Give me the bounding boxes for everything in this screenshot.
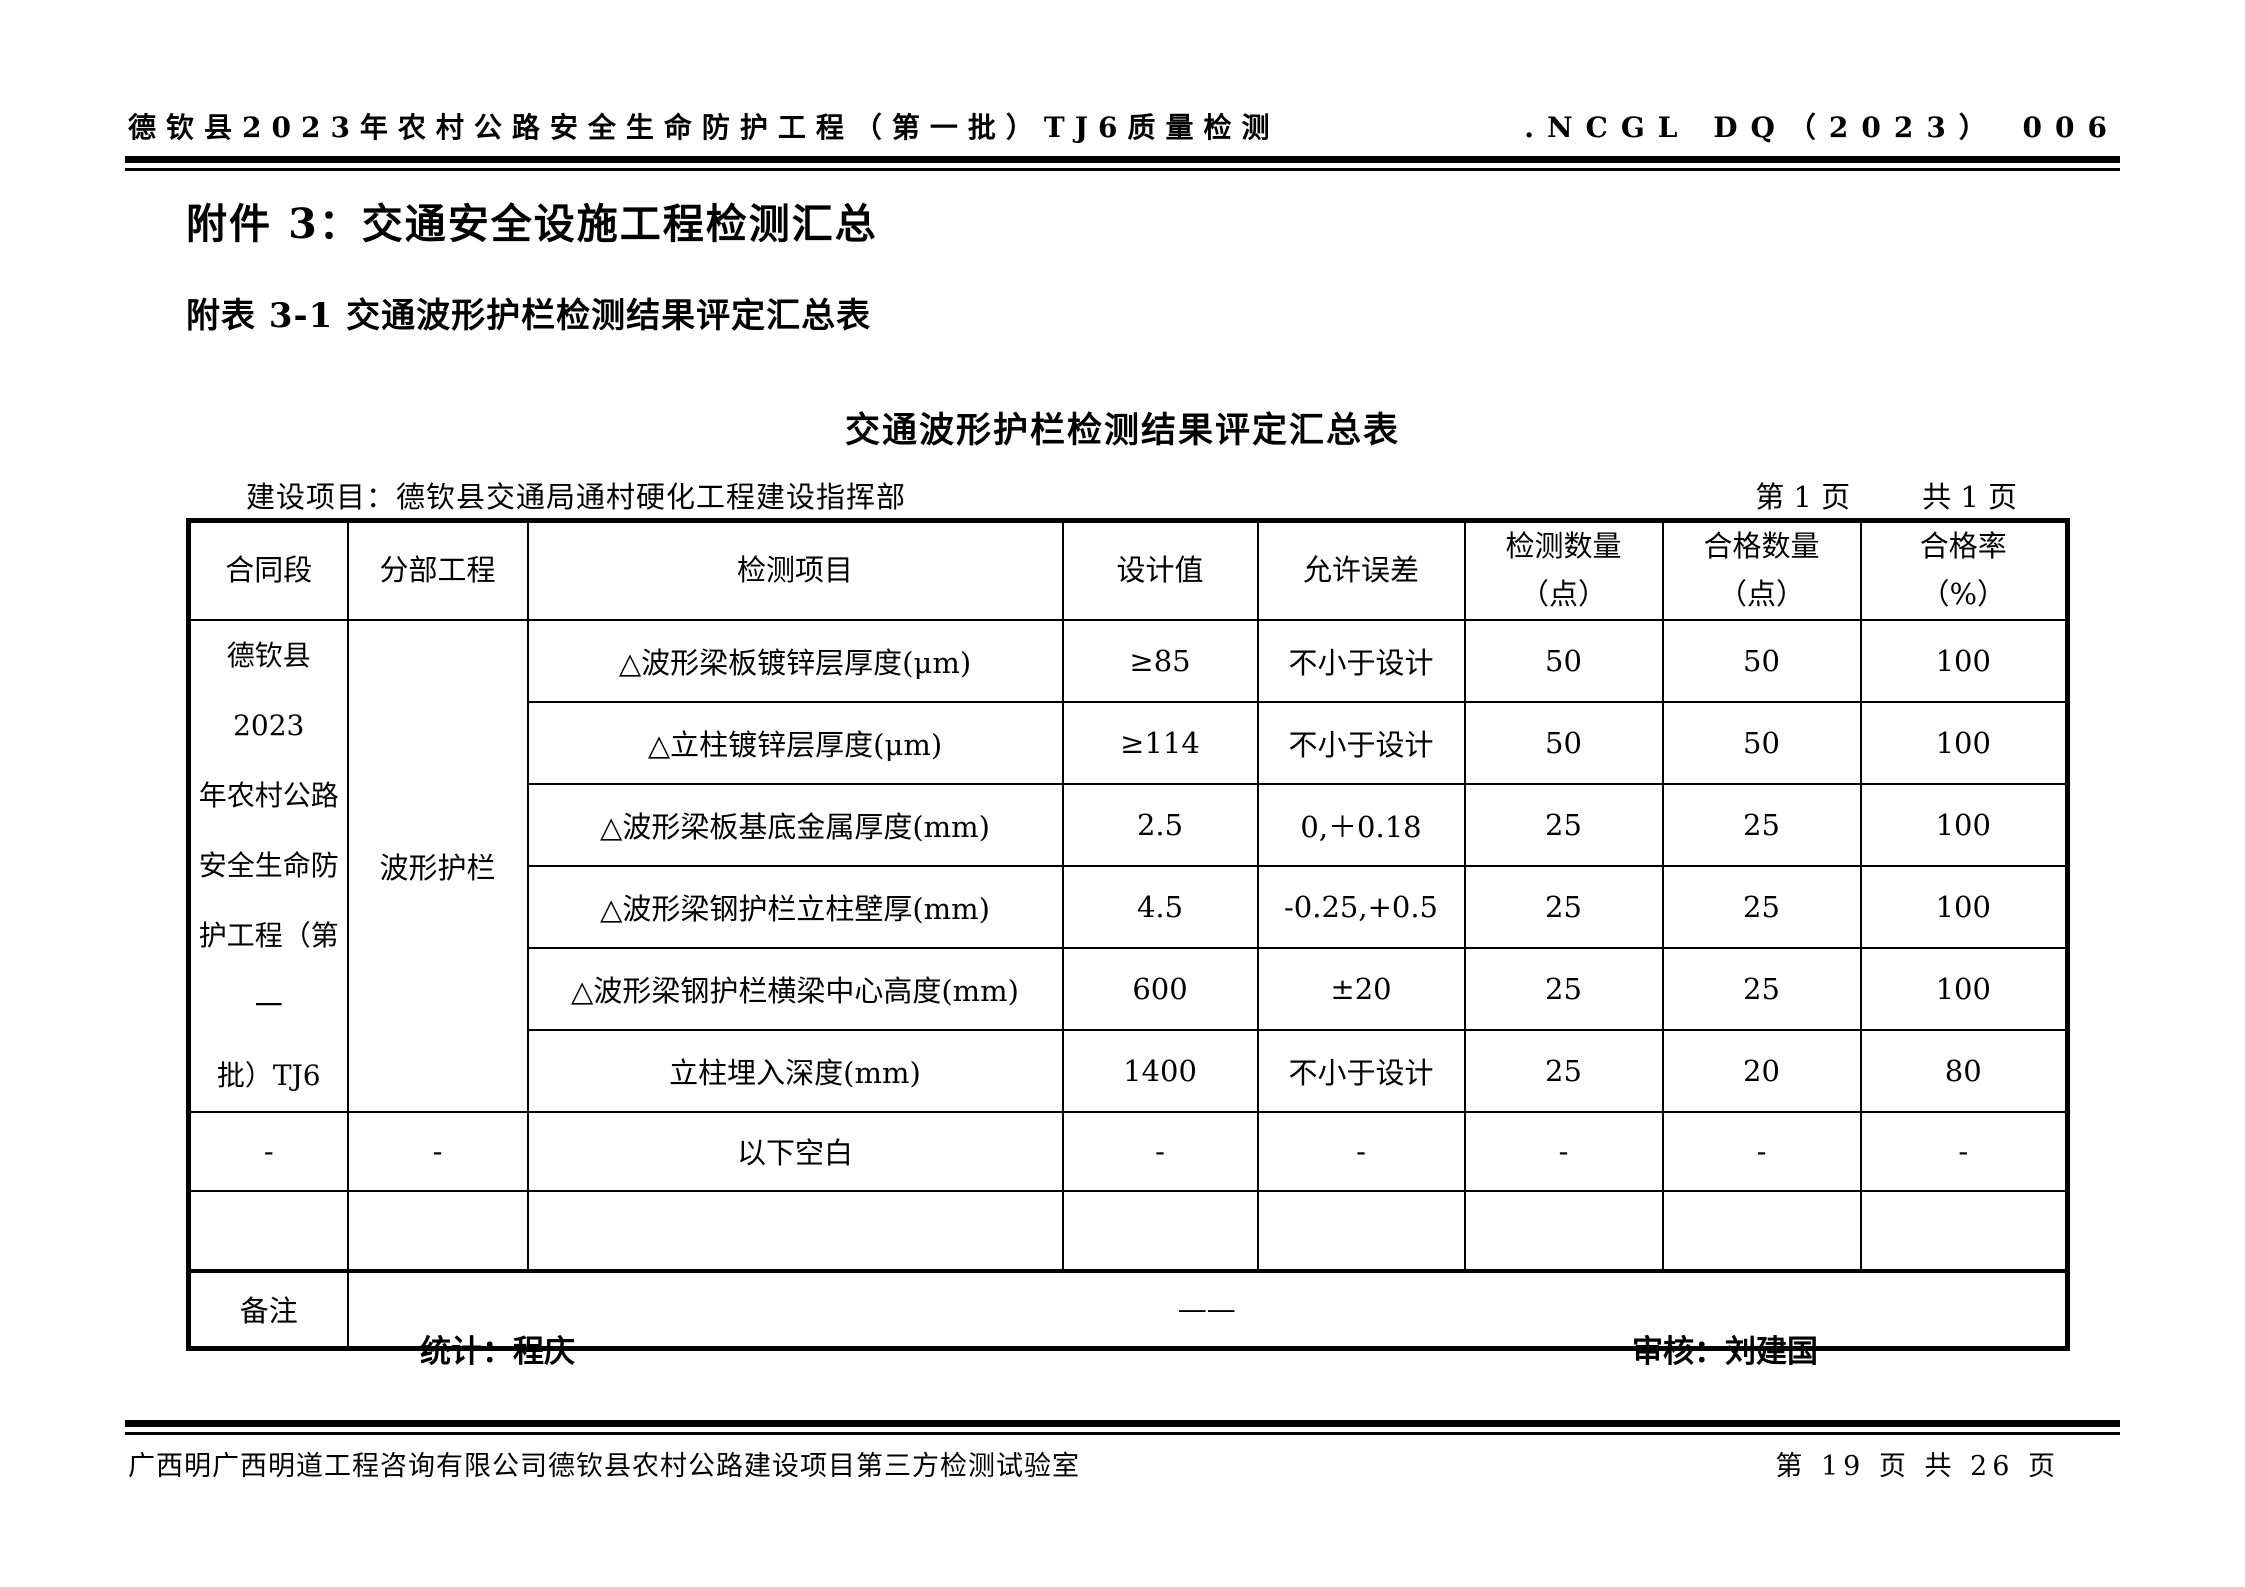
cell-design-value: 1400 [1061,1028,1259,1113]
cell-design-value: 4.5 [1061,864,1259,949]
table-row: 立柱埋入深度(mm) 1400 不小于设计 25 20 80 [189,1028,2069,1113]
cell-item: △波形梁板镀锌层厚度(μm) [526,618,1064,703]
cell-empty [1661,1189,1862,1272]
column-header-contract: 合同段 [187,519,349,621]
cell-empty [1463,1189,1664,1272]
cell-pass-rate: 100 [1859,700,2069,785]
table-row-remark: 备注 —— [187,1268,2069,1350]
column-header-tolerance: 允许误差 [1256,519,1466,621]
cell-passed-count: 25 [1661,782,1862,867]
cell-tolerance: 不小于设计 [1256,618,1466,703]
table-row-blank-marker: - - 以下空白 - - - - - [187,1110,2069,1192]
cell-design-value: ≥114 [1061,700,1259,785]
cell-tolerance: -0.25,+0.5 [1256,864,1466,949]
column-header-passed-count: 合格数量 （点） [1661,519,1862,621]
running-header-right: .NCGL DQ（2023） 006 [1524,111,2120,144]
cell-empty [1859,1189,2069,1272]
cell-passed-count: 20 [1661,1028,1862,1113]
cell-passed-count: - [1661,1110,1862,1192]
table-row: △波形梁钢护栏立柱壁厚(mm) 4.5 -0.25,+0.5 25 25 100 [189,864,2069,949]
page-indicator: 第 1 页 共 1 页 [1755,474,2017,516]
project-label: 建设项目：德钦县交通局通村硬化工程建设指挥部 [246,480,907,514]
cell-tested-count: 50 [1463,618,1664,703]
cell-empty [1061,1189,1259,1272]
table-header-row: 合同段 分部工程 检测项目 设计值 允许误差 检测数量 （点） 合格数量 （点）… [187,519,2069,621]
table-title: 交通波形护栏检测结果评定汇总表 [844,410,1400,451]
table-row: △波形梁板基底金属厚度(mm) 2.5 0,＋0.18 25 25 100 [189,782,2069,867]
cell-item: △波形梁钢护栏横梁中心高度(mm) [526,946,1064,1031]
table-row-empty [187,1189,2069,1272]
cell-design-value: ≥85 [1061,618,1259,703]
cell-item: △波形梁钢护栏立柱壁厚(mm) [526,864,1064,949]
reviewer-signature: 审核：刘建国 [1632,1334,1818,1369]
cell-tested-count: 25 [1463,864,1664,949]
page-footer: 广西明广西明道工程咨询有限公司德钦县农村公路建设项目第三方检测试验室 第 19 … [128,1444,2120,1483]
column-header-design-value: 设计值 [1061,519,1259,621]
cell-item: △波形梁板基底金属厚度(mm) [526,782,1064,867]
cell-passed-count: 50 [1661,618,1862,703]
cell-item: 以下空白 [526,1110,1064,1192]
table-row: △立柱镀锌层厚度(μm) ≥114 不小于设计 50 50 100 [189,700,2069,785]
cell-pass-rate: 100 [1859,864,2069,949]
column-header-tested-count: 检测数量 （点） [1463,519,1664,621]
cell-contract-section: 德钦县 2023 年农村公路 安全生命防 护工程（第一 批）TJ6 [187,618,349,1113]
cell-empty [187,1189,349,1272]
cell-tolerance: 不小于设计 [1256,1028,1466,1113]
statistician-signature: 统计：程庆 [420,1334,575,1369]
cell-item: △立柱镀锌层厚度(μm) [526,700,1064,785]
cell-pass-rate: 100 [1859,946,2069,1031]
table-row: △波形梁钢护栏横梁中心高度(mm) 600 ±20 25 25 100 [189,946,2069,1031]
column-header-subproject: 分部工程 [346,519,529,621]
cell-tolerance: ±20 [1256,946,1466,1031]
attachment-title: 附件 3：交通安全设施工程检测汇总 [186,200,878,248]
cell-tolerance: 0,＋0.18 [1256,782,1466,867]
cell-tolerance: - [1256,1110,1466,1192]
cell-tested-count: - [1463,1110,1664,1192]
cell-tested-count: 25 [1463,946,1664,1031]
cell-empty [346,1189,529,1272]
cell-tested-count: 25 [1463,782,1664,867]
cell-empty [526,1189,1064,1272]
cell-pass-rate: 100 [1859,618,2069,703]
cell-design-value: 600 [1061,946,1259,1031]
footer-page-number: 第 19 页 共 26 页 [1775,1451,2060,1482]
cell-design-value: 2.5 [1061,782,1259,867]
cell-tolerance: 不小于设计 [1256,700,1466,785]
column-header-pass-rate: 合格率 （%） [1859,519,2069,621]
cell-passed-count: 50 [1661,700,1862,785]
cell-tested-count: 50 [1463,700,1664,785]
running-header-left: 德钦县2023年农村公路安全生命防护工程（第一批）TJ6质量检测 [128,111,1280,144]
page-total: 共 1 页 [1922,480,2017,514]
page-current: 第 1 页 [1755,480,1851,514]
remark-label: 备注 [187,1268,349,1350]
cell-passed-count: 25 [1661,864,1862,949]
header-rule [125,156,2120,171]
footer-organization: 广西明广西明道工程咨询有限公司德钦县农村公路建设项目第三方检测试验室 [128,1451,1080,1482]
cell-pass-rate: 80 [1859,1028,2069,1113]
cell-pass-rate: 100 [1859,782,2069,867]
cell-pass-rate: - [1859,1110,2069,1192]
table-row: 德钦县 2023 年农村公路 安全生命防 护工程（第一 批）TJ6 波形护栏 △… [187,618,2069,1113]
remark-content: —— [346,1268,2069,1350]
cell-subproject: - [346,1110,529,1192]
cell-contract-section: - [187,1110,349,1192]
column-header-item: 检测项目 [526,519,1064,621]
footer-rule [125,1420,2120,1435]
running-header: 德钦县2023年农村公路安全生命防护工程（第一批）TJ6质量检测 .NCGL D… [128,106,2120,146]
cell-subproject: 波形护栏 [346,618,529,1113]
cell-design-value: - [1061,1110,1259,1192]
cell-tested-count: 25 [1463,1028,1664,1113]
cell-item: 立柱埋入深度(mm) [526,1028,1064,1113]
cell-empty [1256,1189,1466,1272]
subtable-title: 附表 3-1 交通波形护栏检测结果评定汇总表 [186,296,872,336]
results-table: 合同段 分部工程 检测项目 设计值 允许误差 检测数量 （点） 合格数量 （点）… [186,518,2070,1352]
cell-passed-count: 25 [1661,946,1862,1031]
